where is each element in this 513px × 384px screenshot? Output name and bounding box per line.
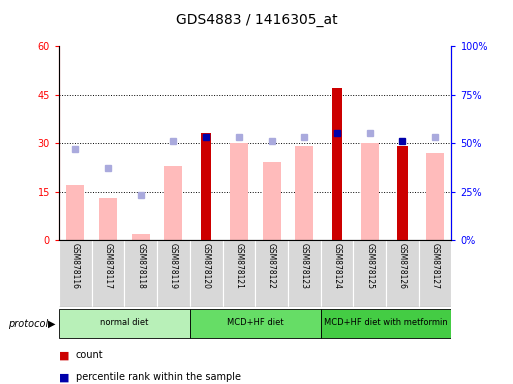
Text: GSM878122: GSM878122 xyxy=(267,243,276,289)
Bar xyxy=(295,146,313,240)
Bar xyxy=(157,240,190,307)
Bar xyxy=(419,240,451,307)
Text: GSM878117: GSM878117 xyxy=(104,243,112,290)
Bar xyxy=(66,185,84,240)
Bar xyxy=(223,240,255,307)
Bar xyxy=(165,166,183,240)
Bar xyxy=(59,240,92,307)
Bar xyxy=(190,309,321,338)
Bar xyxy=(386,240,419,307)
Bar xyxy=(92,240,125,307)
Text: percentile rank within the sample: percentile rank within the sample xyxy=(76,372,241,382)
Text: protocol: protocol xyxy=(8,318,48,329)
Bar xyxy=(321,309,451,338)
Text: GSM878119: GSM878119 xyxy=(169,243,178,290)
Bar xyxy=(99,198,117,240)
Bar xyxy=(59,309,190,338)
Text: GSM878120: GSM878120 xyxy=(202,243,211,290)
Bar xyxy=(426,153,444,240)
Bar xyxy=(332,88,342,240)
Text: MCD+HF diet: MCD+HF diet xyxy=(227,318,284,328)
Text: GSM878118: GSM878118 xyxy=(136,243,145,289)
Bar xyxy=(321,240,353,307)
Bar xyxy=(263,162,281,240)
Text: MCD+HF diet with metformin: MCD+HF diet with metformin xyxy=(324,318,448,328)
Text: GSM878116: GSM878116 xyxy=(71,243,80,290)
Text: GSM878127: GSM878127 xyxy=(430,243,440,290)
Text: ■: ■ xyxy=(59,350,69,360)
Text: ■: ■ xyxy=(59,372,69,382)
Text: GSM878121: GSM878121 xyxy=(234,243,243,289)
Text: GDS4883 / 1416305_at: GDS4883 / 1416305_at xyxy=(175,13,338,27)
Text: count: count xyxy=(76,350,104,360)
Bar xyxy=(201,133,211,240)
Bar xyxy=(288,240,321,307)
Bar xyxy=(132,233,150,240)
Text: GSM878123: GSM878123 xyxy=(300,243,309,290)
Bar xyxy=(124,240,157,307)
Bar xyxy=(361,143,379,240)
Bar xyxy=(230,143,248,240)
Bar xyxy=(353,240,386,307)
Text: normal diet: normal diet xyxy=(100,318,149,328)
Text: GSM878124: GSM878124 xyxy=(332,243,342,290)
Text: GSM878125: GSM878125 xyxy=(365,243,374,290)
Bar xyxy=(190,240,223,307)
Bar xyxy=(397,146,408,240)
Bar xyxy=(255,240,288,307)
Text: GSM878126: GSM878126 xyxy=(398,243,407,290)
Text: ▶: ▶ xyxy=(48,318,55,329)
